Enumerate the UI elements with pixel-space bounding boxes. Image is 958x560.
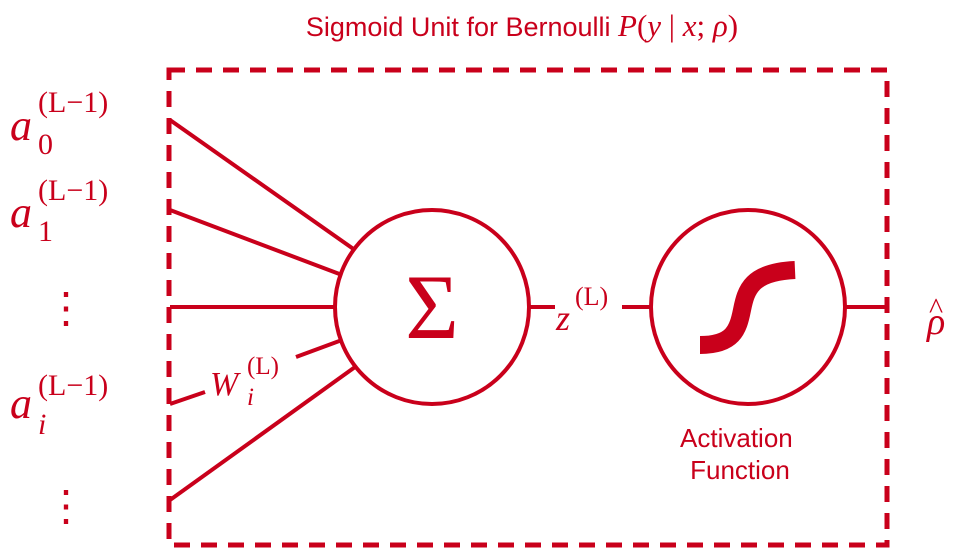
input-ellipsis-1: ⋮ xyxy=(45,286,87,332)
weight-label: W i (L) xyxy=(210,353,279,411)
input-line-1 xyxy=(169,208,351,280)
input-line-0 xyxy=(168,118,364,257)
activation-label: Activation Function xyxy=(680,423,800,485)
diagram-title: Sigmoid Unit for Bernoulli P(y | x; ρ) xyxy=(306,8,738,43)
output-label: ρ xyxy=(926,301,945,343)
sigmoid-curve-icon xyxy=(699,261,796,354)
sum-symbol: Σ xyxy=(405,256,459,358)
preactivation-label: z (L) xyxy=(555,282,608,338)
input-connections xyxy=(168,118,364,502)
input-line-i-right xyxy=(295,338,343,359)
input-label-i: a i (L−1) xyxy=(10,369,108,441)
input-line-4 xyxy=(168,360,364,502)
input-label-0: a 0 (L−1) xyxy=(10,86,108,161)
output-hat: ^ xyxy=(929,292,943,325)
input-label-1: a 1 (L−1) xyxy=(10,174,108,248)
input-labels: a 0 (L−1) a 1 (L−1) ⋮ a i (L−1) ⋮ xyxy=(10,86,108,530)
input-ellipsis-2: ⋮ xyxy=(45,484,87,530)
input-line-i-left xyxy=(169,390,206,406)
